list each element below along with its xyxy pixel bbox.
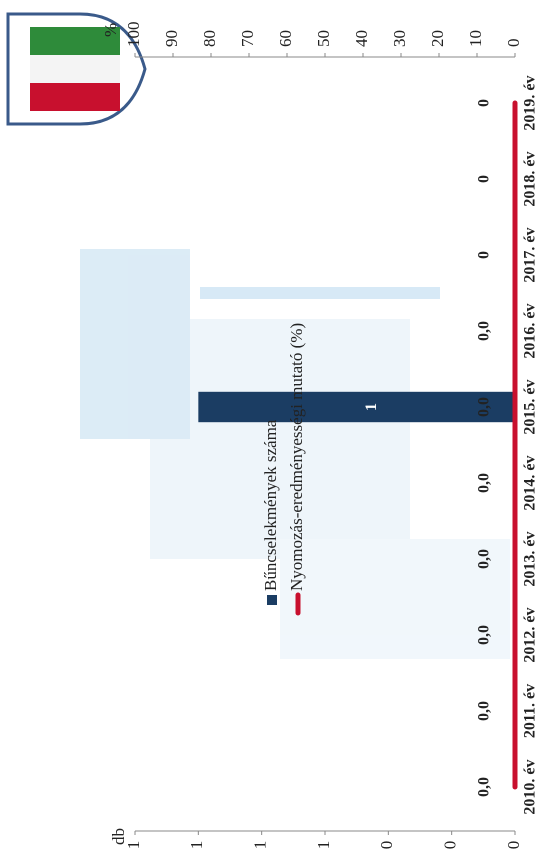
x-tick-label: 2013. év — [522, 531, 539, 586]
y2-axis-label: % — [101, 23, 120, 37]
y2-tick-label: 40 — [352, 30, 371, 47]
line-value-label: 0,0 — [476, 777, 493, 797]
x-tick-label: 2012. év — [522, 607, 539, 662]
logo-stripe — [30, 27, 120, 55]
building-left — [280, 539, 510, 659]
logo — [6, 12, 147, 126]
logo-stripe — [30, 55, 120, 83]
line-value-label: 0,0 — [476, 625, 493, 645]
background-image — [80, 249, 510, 659]
line-value-label: 0,0 — [476, 549, 493, 569]
x-tick-label: 2018. év — [522, 151, 539, 206]
x-tick-label: 2016. év — [522, 303, 539, 358]
legend-label: Nyomozás-eredményességi mutató (%) — [287, 323, 306, 591]
y2-tick-label: 100 — [124, 22, 143, 48]
y-tick-label: 0 — [377, 841, 396, 850]
line-value-label: 0,0 — [476, 473, 493, 493]
x-tick-label: 2011. év — [522, 684, 539, 738]
y2-tick-label: 80 — [200, 30, 219, 47]
y-tick-label: 1 — [314, 841, 333, 850]
y-tick-label: 1 — [124, 841, 143, 850]
building-top — [80, 249, 190, 439]
y-tick-label: 0 — [441, 841, 460, 850]
line-value-label: 0 — [476, 99, 493, 107]
line-value-label: 0,0 — [476, 701, 493, 721]
y2-tick-label: 30 — [390, 30, 409, 47]
line-value-label: 0 — [476, 251, 493, 259]
line-value-label: 0 — [476, 175, 493, 183]
x-tick-label: 2015. év — [522, 379, 539, 434]
y-tick-label: 0 — [504, 841, 523, 850]
y2-tick-label: 50 — [314, 30, 333, 47]
x-tick-label: 2010. év — [522, 759, 539, 814]
logo-stripe — [30, 83, 120, 111]
building — [150, 319, 410, 559]
y2-tick-label: 0 — [504, 39, 523, 48]
x-tick-label: 2019. év — [522, 75, 539, 130]
bar — [198, 391, 515, 423]
y2-tick-label: 20 — [428, 30, 447, 47]
y2-tick-label: 60 — [276, 30, 295, 47]
y2-tick-label: 90 — [162, 30, 181, 47]
bar-value-label: 1 — [363, 403, 380, 411]
line-value-label: 0,0 — [476, 397, 493, 417]
x-tick-label: 2014. év — [522, 455, 539, 510]
y-axis-label: db — [109, 828, 128, 845]
line-value-label: 0,0 — [476, 321, 493, 341]
y2-tick-label: 70 — [238, 30, 257, 47]
pillar — [200, 287, 440, 299]
x-tick-label: 2017. év — [522, 227, 539, 282]
y-tick-label: 1 — [251, 841, 270, 850]
legend-label: Bűncselekmények száma — [261, 419, 280, 591]
y-tick-label: 1 — [187, 841, 206, 850]
y2-tick-label: 10 — [466, 30, 485, 47]
legend-swatch — [267, 595, 277, 605]
